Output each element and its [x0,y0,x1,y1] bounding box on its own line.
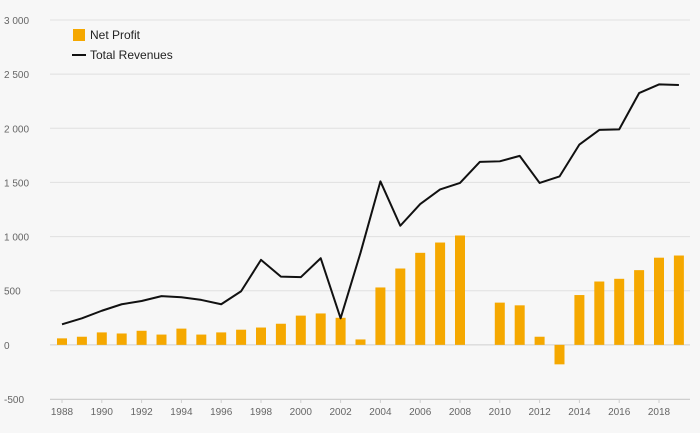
y-tick-label: -500 [4,395,24,406]
x-tick-label: 1998 [250,407,273,418]
net-profit-bar [315,313,326,345]
net-profit-bar [256,327,266,345]
x-tick-label: 2016 [608,407,631,418]
y-tick-label: 3 000 [4,16,29,27]
net-profit-bar [96,332,107,345]
x-tick-label: 2010 [489,407,512,418]
legend-swatch-net-profit [73,29,85,41]
y-tick-label: 0 [4,341,10,352]
net-profit-bar [594,281,605,345]
y-tick-label: 2 500 [4,70,29,81]
net-profit-bar [196,334,207,345]
net-profit-bar [534,336,545,345]
x-tick-label: 2012 [528,407,551,418]
net-profit-bar [673,255,684,345]
x-tick-label: 1992 [130,407,153,418]
net-profit-bar [614,278,625,345]
y-tick-label: 2 000 [4,124,29,135]
net-profit-bar [435,242,446,345]
net-profit-bar [136,330,147,345]
net-profit-bar [554,344,565,365]
net-profit-bar [494,302,505,345]
x-tick-label: 1996 [210,407,233,418]
net-profit-bar [395,268,406,345]
x-tick-label: 1994 [170,407,193,418]
net-profit-bar [355,339,366,345]
net-profit-bar [654,257,664,345]
x-tick-label: 2002 [329,407,352,418]
net-profit-bar [375,287,386,345]
x-tick-label: 2000 [290,407,313,418]
net-profit-bar [176,328,187,345]
net-profit-bar [275,323,286,345]
x-tick-label: 2004 [369,407,392,418]
net-profit-bar [156,334,167,345]
legend: Net Profit Total Revenues [72,28,173,62]
x-tick-label: 2006 [409,407,432,418]
net-profit-bar [514,305,525,345]
net-profit-bar [116,333,127,345]
y-tick-label: 1 500 [4,178,29,189]
x-tick-label: 2014 [568,407,591,418]
x-tick-label: 1990 [91,407,114,418]
net-profit-bar [236,329,247,345]
y-tick-label: 1 000 [4,233,29,244]
x-tick-label: 2018 [648,407,671,418]
net-profit-bar [634,270,645,345]
net-profit-bar [295,315,306,345]
x-tick-label: 2008 [449,407,472,418]
net-profit-bar [216,332,227,345]
net-profit-bar [574,295,585,345]
net-profit-bar [76,336,87,345]
legend-label-net-profit: Net Profit [90,28,141,42]
net-profit-bar [57,338,67,345]
net-profit-bar [455,235,465,345]
net-profit-bar [335,317,346,345]
net-profit-bar [415,252,426,345]
x-tick-label: 1988 [51,407,74,418]
total-revenues-line [61,83,679,326]
y-tick-label: 500 [4,287,21,298]
legend-label-total-revenues: Total Revenues [90,48,173,62]
